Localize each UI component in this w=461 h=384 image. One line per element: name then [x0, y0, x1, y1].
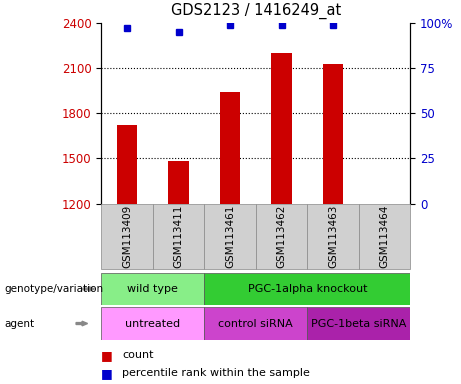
Bar	[153, 204, 204, 269]
Text: GSM113461: GSM113461	[225, 204, 235, 268]
Text: GSM113463: GSM113463	[328, 204, 338, 268]
Bar	[168, 161, 189, 204]
Bar	[204, 307, 307, 340]
Text: untreated: untreated	[125, 318, 180, 329]
Bar	[101, 307, 204, 340]
Bar	[220, 92, 241, 204]
Bar	[256, 204, 307, 269]
Bar	[359, 204, 410, 269]
Text: GSM113464: GSM113464	[379, 204, 390, 268]
Bar	[204, 273, 410, 305]
Text: wild type: wild type	[127, 284, 178, 294]
Text: GSM113409: GSM113409	[122, 205, 132, 268]
Bar	[323, 64, 343, 204]
Text: agent: agent	[5, 318, 35, 329]
Text: control siRNA: control siRNA	[219, 318, 293, 329]
Bar	[204, 204, 256, 269]
Text: PGC-1alpha knockout: PGC-1alpha knockout	[248, 284, 367, 294]
Text: GSM113462: GSM113462	[277, 204, 287, 268]
Bar	[307, 307, 410, 340]
Text: percentile rank within the sample: percentile rank within the sample	[122, 368, 310, 378]
Text: genotype/variation: genotype/variation	[5, 284, 104, 294]
Bar	[101, 204, 153, 269]
Text: ■: ■	[101, 367, 117, 380]
Bar	[271, 53, 292, 204]
Bar	[307, 204, 359, 269]
Text: ■: ■	[101, 349, 117, 362]
Text: count: count	[122, 350, 154, 360]
Text: PGC-1beta siRNA: PGC-1beta siRNA	[311, 318, 407, 329]
Title: GDS2123 / 1416249_at: GDS2123 / 1416249_at	[171, 3, 341, 19]
Text: GSM113411: GSM113411	[174, 204, 183, 268]
Bar	[101, 273, 204, 305]
Bar	[117, 125, 137, 204]
